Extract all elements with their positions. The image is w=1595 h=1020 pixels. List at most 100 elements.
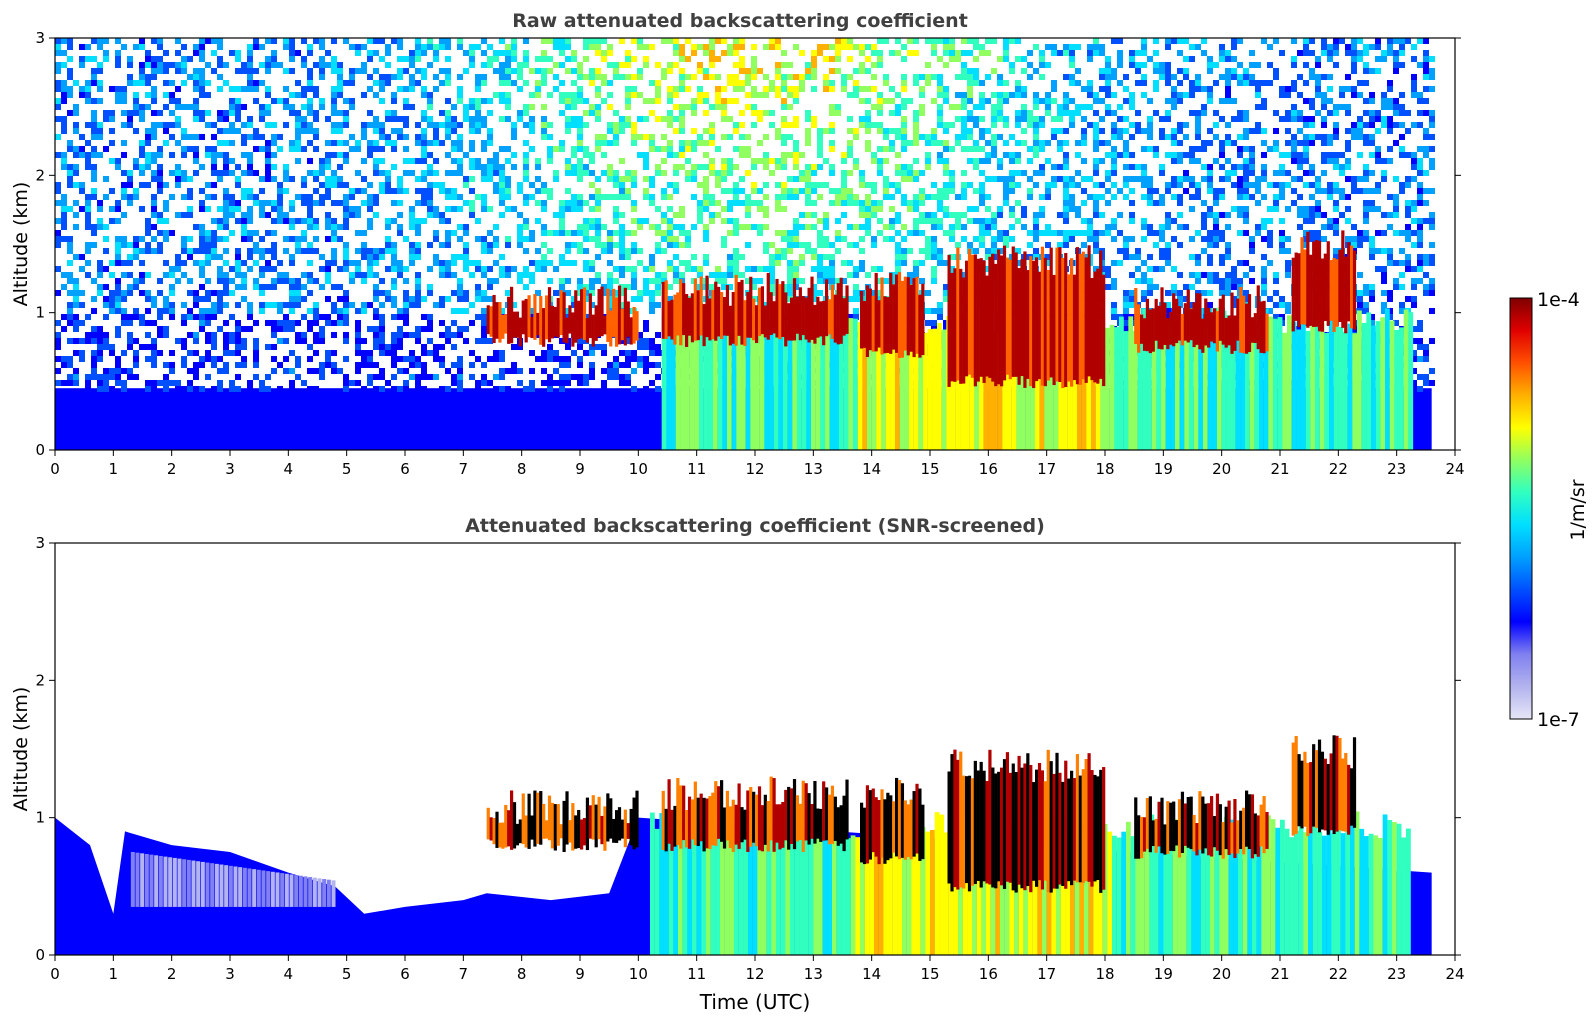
raw-noise-pixel [409,302,415,308]
raw-noise-pixel [241,338,247,344]
raw-noise-pixel [1165,116,1171,122]
raw-noise-pixel [235,386,241,392]
raw-noise-pixel [1153,50,1159,56]
raw-noise-pixel [1033,134,1039,140]
raw-noise-pixel [733,182,739,188]
raw-noise-pixel [799,242,805,248]
raw-noise-pixel [787,92,793,98]
raw-noise-pixel [487,284,493,290]
raw-noise-pixel [871,188,877,194]
raw-noise-pixel [145,104,151,110]
raw-noise-pixel [193,224,199,230]
raw-noise-pixel [103,284,109,290]
raw-noise-pixel [469,188,475,194]
raw-noise-pixel [1105,152,1111,158]
raw-noise-pixel [571,146,577,152]
raw-noise-pixel [811,116,817,122]
raw-noise-pixel [415,38,421,44]
raw-noise-pixel [385,74,391,80]
raw-noise-pixel [871,290,877,296]
raw-noise-pixel [649,260,655,266]
raw-noise-pixel [1081,140,1087,146]
raw-noise-pixel [943,44,949,50]
raw-noise-pixel [151,296,157,302]
raw-noise-pixel [613,290,619,296]
raw-noise-pixel [331,170,337,176]
raw-noise-pixel [265,92,271,98]
raw-noise-pixel [529,386,535,392]
raw-noise-pixel [61,380,67,386]
raw-noise-pixel [775,260,781,266]
raw-noise-pixel [235,182,241,188]
raw-noise-pixel [103,374,109,380]
raw-noise-pixel [103,50,109,56]
raw-noise-pixel [427,338,433,344]
raw-noise-pixel [1063,206,1069,212]
raw-noise-pixel [589,368,595,374]
raw-noise-pixel [733,230,739,236]
raw-noise-pixel [961,92,967,98]
raw-noise-pixel [751,164,757,170]
raw-noise-pixel [691,98,697,104]
raw-noise-pixel [643,320,649,326]
raw-noise-pixel [907,38,913,44]
raw-noise-pixel [613,68,619,74]
raw-noise-pixel [1021,224,1027,230]
raw-noise-pixel [1003,116,1009,122]
raw-noise-pixel [289,308,295,314]
raw-noise-pixel [937,248,943,254]
raw-noise-pixel [415,68,421,74]
raw-noise-pixel [325,362,331,368]
raw-noise-pixel [55,68,61,74]
raw-noise-pixel [577,140,583,146]
raw-noise-pixel [79,182,85,188]
raw-noise-pixel [319,254,325,260]
raw-noise-pixel [877,104,883,110]
raw-noise-pixel [595,230,601,236]
raw-noise-pixel [913,80,919,86]
raw-noise-pixel [751,62,757,68]
raw-noise-pixel [415,188,421,194]
raw-noise-pixel [397,224,403,230]
raw-noise-pixel [547,92,553,98]
raw-noise-pixel [445,266,451,272]
raw-noise-pixel [319,74,325,80]
raw-noise-pixel [391,146,397,152]
raw-noise-pixel [223,260,229,266]
raw-noise-pixel [733,260,739,266]
raw-noise-pixel [445,272,451,278]
raw-noise-pixel [139,164,145,170]
raw-noise-pixel [319,170,325,176]
raw-noise-pixel [727,230,733,236]
raw-noise-pixel [565,290,571,296]
raw-noise-pixel [595,200,601,206]
raw-noise-pixel [1063,128,1069,134]
raw-noise-pixel [343,374,349,380]
raw-noise-pixel [439,188,445,194]
raw-noise-pixel [793,86,799,92]
raw-noise-pixel [253,194,259,200]
raw-noise-pixel [1033,182,1039,188]
raw-noise-pixel [943,164,949,170]
raw-noise-pixel [1069,110,1075,116]
raw-noise-pixel [259,254,265,260]
raw-noise-pixel [211,236,217,242]
raw-noise-pixel [1105,176,1111,182]
raw-noise-pixel [253,338,259,344]
raw-noise-pixel [463,254,469,260]
raw-noise-pixel [157,152,163,158]
raw-noise-pixel [937,38,943,44]
raw-noise-pixel [457,122,463,128]
raw-noise-pixel [547,146,553,152]
raw-noise-pixel [661,230,667,236]
raw-noise-pixel [133,44,139,50]
raw-noise-pixel [397,326,403,332]
raw-noise-pixel [325,158,331,164]
raw-noise-pixel [1183,38,1189,44]
raw-noise-pixel [109,350,115,356]
raw-noise-pixel [319,314,325,320]
raw-noise-pixel [631,368,637,374]
raw-noise-pixel [169,134,175,140]
raw-noise-pixel [745,206,751,212]
raw-noise-pixel [457,374,463,380]
